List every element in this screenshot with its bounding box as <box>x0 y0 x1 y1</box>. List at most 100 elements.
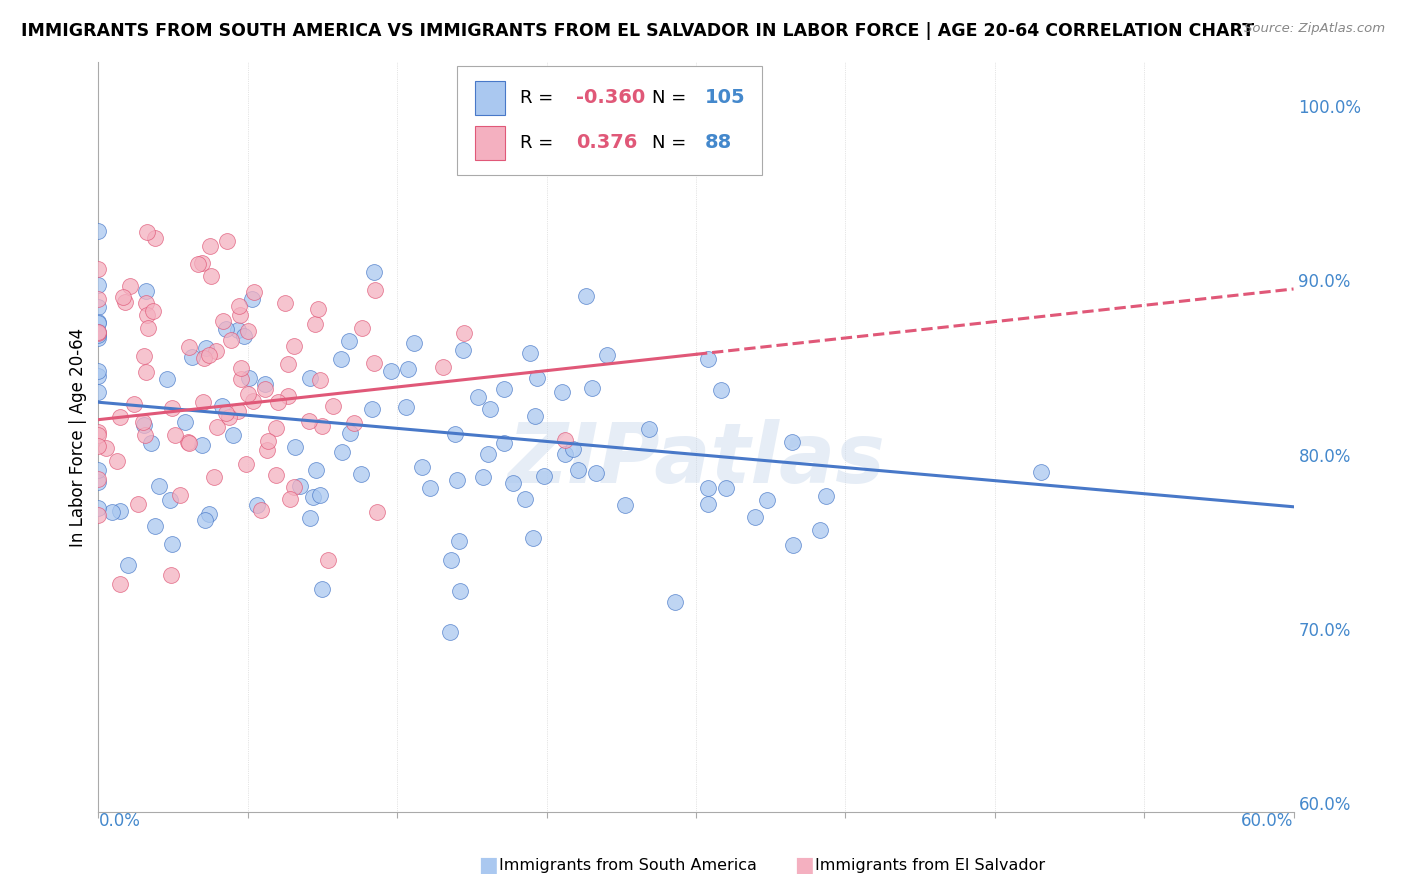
Text: N =: N = <box>652 134 686 152</box>
Point <box>395 400 418 414</box>
Text: R =: R = <box>520 134 554 152</box>
Point <box>87 315 110 329</box>
Point <box>449 584 471 599</box>
Text: -0.360: -0.360 <box>576 88 645 107</box>
Point <box>478 401 501 416</box>
Point <box>585 466 607 480</box>
Point <box>283 339 305 353</box>
Point <box>467 390 489 404</box>
Point <box>524 409 547 423</box>
Point <box>301 490 323 504</box>
Point <box>87 316 110 330</box>
Point <box>246 498 269 512</box>
Point <box>451 343 474 357</box>
Point <box>298 370 321 384</box>
Point <box>343 417 366 431</box>
Point <box>198 239 221 253</box>
Point <box>380 364 402 378</box>
Point <box>526 371 548 385</box>
Point <box>453 326 475 340</box>
Point <box>215 322 238 336</box>
Point <box>596 348 619 362</box>
Point <box>198 348 221 362</box>
Point <box>181 350 204 364</box>
Point <box>207 420 229 434</box>
Point <box>204 343 226 358</box>
Point <box>87 364 110 378</box>
Point <box>350 467 373 482</box>
Y-axis label: In Labor Force | Age 20-64: In Labor Force | Age 20-64 <box>69 327 87 547</box>
Point <box>134 428 156 442</box>
Point <box>443 427 465 442</box>
Point <box>162 537 184 551</box>
Point <box>299 511 322 525</box>
Point <box>502 475 524 490</box>
Point <box>236 387 259 401</box>
Point <box>337 334 360 348</box>
Point <box>173 415 195 429</box>
Point <box>87 224 110 238</box>
Point <box>87 326 110 340</box>
Point <box>135 296 157 310</box>
Point <box>575 288 598 302</box>
Point <box>755 492 778 507</box>
Point <box>134 349 156 363</box>
Point <box>108 576 131 591</box>
Point <box>110 504 132 518</box>
Point <box>87 326 110 340</box>
Point <box>360 402 382 417</box>
Point <box>160 568 183 582</box>
Point <box>311 582 333 597</box>
Point <box>519 346 541 360</box>
Point <box>305 463 328 477</box>
Point <box>120 279 142 293</box>
Text: 0.376: 0.376 <box>576 133 638 153</box>
Point <box>177 340 200 354</box>
Text: Source: ZipAtlas.com: Source: ZipAtlas.com <box>1244 22 1385 36</box>
Point <box>87 501 110 516</box>
Point <box>513 492 536 507</box>
Text: ■: ■ <box>794 855 814 875</box>
Point <box>533 468 555 483</box>
Point <box>87 425 110 439</box>
Point <box>250 503 273 517</box>
Point <box>477 447 499 461</box>
Point <box>253 382 276 396</box>
Point <box>165 427 187 442</box>
Point <box>160 401 183 415</box>
Bar <box>475 126 505 160</box>
Point <box>117 558 139 572</box>
Text: R =: R = <box>520 88 554 107</box>
Text: Immigrants from South America: Immigrants from South America <box>499 858 756 872</box>
Point <box>111 290 134 304</box>
Point <box>243 285 266 299</box>
Point <box>135 284 157 298</box>
Point <box>191 438 214 452</box>
Point <box>135 225 157 239</box>
Point <box>87 278 110 293</box>
Point <box>215 234 238 248</box>
Point <box>329 351 352 366</box>
Point <box>256 442 278 457</box>
Point <box>197 507 219 521</box>
Point <box>143 518 166 533</box>
Point <box>176 434 198 449</box>
Point <box>159 493 181 508</box>
Point <box>554 433 576 447</box>
Point <box>304 318 326 332</box>
Point <box>87 292 110 306</box>
Point <box>364 283 387 297</box>
Point <box>494 383 516 397</box>
Point <box>242 393 264 408</box>
Point <box>218 409 240 424</box>
Point <box>87 508 110 523</box>
Point <box>284 440 307 454</box>
Point <box>236 324 259 338</box>
Point <box>363 265 385 279</box>
Point <box>238 371 260 385</box>
Point <box>274 296 297 310</box>
Point <box>193 351 215 365</box>
Point <box>87 325 110 339</box>
Point <box>114 295 136 310</box>
Point <box>311 419 333 434</box>
